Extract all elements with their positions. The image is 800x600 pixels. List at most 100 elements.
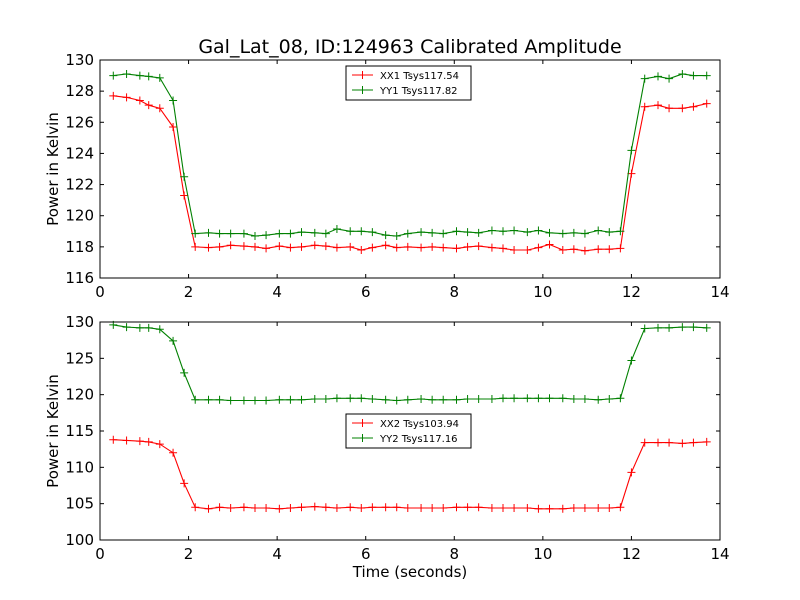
chart2-series-2-point: [689, 323, 698, 332]
chart1-x-tick-label: 8: [450, 283, 460, 301]
chart1-series-1-point: [321, 242, 330, 251]
chart1-series-1-point: [689, 102, 698, 111]
chart2-series-2-point: [251, 396, 259, 405]
chart2-series-1-point: [654, 438, 662, 447]
chart2-series-2-point: [392, 396, 401, 405]
chart1-series-2-point: [239, 229, 248, 238]
chart1-series-1-point: [545, 240, 554, 249]
chart2-series-1-point: [474, 503, 483, 512]
chart1-series-2-point: [605, 228, 614, 237]
chart1-series-2-point: [640, 74, 649, 83]
chart1-series-2-point: [499, 227, 507, 236]
chart2-series-2-point: [487, 395, 496, 404]
chart1-series-1-point: [439, 243, 448, 252]
chart2-series-1-point: [499, 504, 507, 513]
chart1-series-1-point: [463, 242, 472, 251]
chart1-legend-label: YY1 Tsys117.82: [379, 86, 458, 97]
chart2-series-1-line: [113, 439, 707, 510]
chart1-series-1-point: [417, 243, 426, 252]
chart1-series-2-point: [275, 229, 284, 238]
chart2-x-tick-label: 14: [710, 545, 729, 563]
chart2-legend-label: YY2 Tsys117.16: [379, 434, 458, 445]
chart1-x-tick-label: 10: [533, 283, 552, 301]
chart2-series-2-point: [297, 395, 306, 404]
chart1-y-tick-label: 126: [65, 113, 94, 131]
chart1-x-tick-label: 12: [622, 283, 641, 301]
chart1-series-2-point: [286, 229, 295, 238]
chart2-y-tick-label: 130: [65, 313, 94, 331]
chart2-series-2-point: [678, 323, 687, 332]
chart2-series-1-point: [135, 437, 144, 446]
chart2-series-1-point: [275, 504, 284, 513]
chart1-series-1-point: [381, 241, 390, 250]
chart2-series-1-point: [403, 504, 412, 513]
chart2-series-2-point: [534, 394, 543, 403]
chart2-series-1-point: [523, 504, 532, 513]
chart1-series-2-point: [665, 74, 674, 83]
chart1-series-1-point: [191, 242, 200, 251]
chart1-series-1-point: [368, 243, 377, 252]
chart2-series-2-point: [239, 396, 248, 405]
chart1-series-2-point: [474, 228, 483, 237]
chart2-x-tick-label: 10: [533, 545, 552, 563]
chart2-series-2-point: [616, 394, 625, 403]
chart2-series-1-point: [321, 503, 330, 512]
chart1-series-1-point: [275, 242, 284, 251]
chart2-series-1-point: [689, 438, 698, 447]
chart2-series-2-point: [403, 395, 412, 404]
chart1-series-2-point: [702, 71, 711, 80]
chart1-legend-marker: [358, 71, 367, 79]
chart2-y-tick-label: 125: [65, 349, 94, 367]
chart2-series-2-point: [169, 336, 178, 345]
chart1-series-2-point: [204, 228, 213, 237]
chart2-series-1-point: [428, 504, 437, 513]
chart1-series-1-point: [654, 101, 662, 110]
chart2-series-1-point: [580, 504, 589, 513]
chart1-series-2-point: [580, 229, 589, 238]
chart2-series-2-point: [262, 396, 271, 405]
chart2-series-2-point: [558, 394, 567, 403]
chart2-series-1-point: [109, 435, 118, 444]
chart2-x-tick-label: 6: [361, 545, 371, 563]
chart1-series-2-point: [523, 228, 532, 237]
chart1-series-2-point: [381, 231, 390, 240]
chart1-series-2-point: [357, 227, 366, 236]
chart1-series-1-point: [594, 245, 603, 254]
chart2-series-2-point: [627, 356, 636, 365]
chart2-series-1-point: [605, 504, 614, 513]
chart2-series-1-point: [251, 504, 259, 513]
chart2-y-tick-label: 105: [65, 495, 94, 513]
chart2-series-2-point: [144, 323, 153, 332]
chart1-series-2-point: [439, 229, 448, 238]
chart2-series-2-point: [499, 394, 507, 403]
chart1-series-1-point: [262, 244, 271, 253]
chart2-series-1-point: [262, 504, 271, 513]
chart1-legend: [345, 65, 472, 101]
chart2-series-1-point: [297, 503, 306, 512]
chart2-series-2-point: [439, 395, 448, 404]
chart2-series-2-point: [545, 394, 554, 403]
chart2-series-1-point: [332, 504, 341, 513]
chart1-series-2-point: [487, 226, 496, 235]
chart1-series-2-point: [215, 229, 224, 238]
chart1-series-1-point: [169, 122, 178, 131]
chart1-y-tick-label: 122: [65, 176, 94, 194]
chart2-series-1-point: [286, 504, 295, 513]
chart2-series-1-point: [594, 504, 603, 513]
chart2-series-1-point: [487, 504, 496, 513]
chart2-series-2-point: [122, 323, 131, 332]
chart1-y-tick-label: 118: [65, 238, 94, 256]
chart2-series-1-point: [569, 504, 578, 513]
chart2-legend-label: XX2 Tsys103.94: [380, 419, 459, 430]
chart2-series-2-point: [580, 395, 589, 404]
chart2-series-2-point: [346, 394, 355, 403]
chart2-series-2-point: [665, 323, 674, 332]
chart1-series-1-point: [499, 244, 507, 253]
chart1-series-2-point: [558, 229, 567, 238]
chart1-y-tick-label: 130: [65, 51, 94, 69]
chart2-series-1-point: [545, 504, 554, 513]
chart1-series-2-point: [463, 228, 472, 237]
chart2-series-1-point: [392, 503, 401, 512]
chart1-series-1-point: [357, 245, 366, 254]
chart1-series-1-point: [215, 242, 224, 251]
